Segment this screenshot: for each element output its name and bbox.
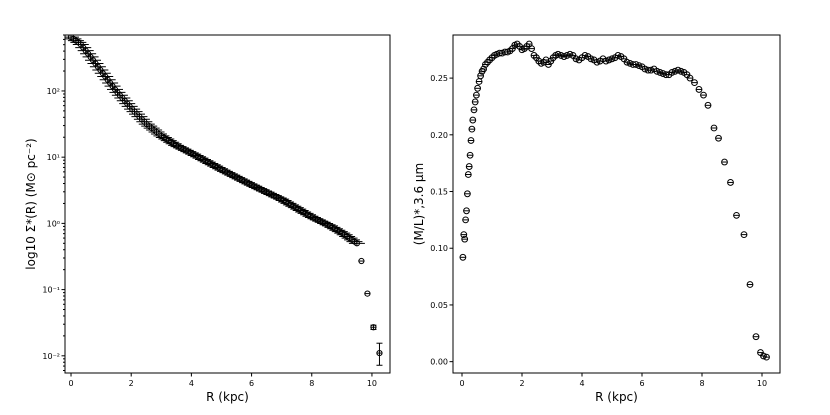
right-data-point <box>464 171 472 178</box>
right-data-point <box>763 353 770 361</box>
right-y-tick-label: 0.25 <box>430 74 448 83</box>
right-x-tick-label: 10 <box>757 379 767 388</box>
right-data-point <box>462 216 470 224</box>
right-data-point <box>700 91 707 99</box>
right-y-tick-label: 0.05 <box>430 301 448 310</box>
right-data-point <box>704 101 712 109</box>
right-data-point <box>760 352 767 360</box>
right-data-point <box>691 79 698 87</box>
right-data-point <box>710 124 718 132</box>
right-plot-frame <box>452 34 781 374</box>
right-data-points <box>459 40 770 361</box>
right-data-point <box>721 158 728 166</box>
left-data-point <box>376 349 383 357</box>
left-x-tick-label: 4 <box>189 379 194 388</box>
right-data-point <box>460 231 468 239</box>
left-y-axis-label: log10 Σ*(R) (M⊙ pc⁻²) <box>24 138 38 269</box>
right-y-tick-label: 0.00 <box>430 358 448 367</box>
right-data-point <box>752 333 760 341</box>
left-x-tick-label: 8 <box>309 379 314 388</box>
right-data-point <box>477 72 485 80</box>
left-data-point <box>370 324 377 331</box>
right-data-point <box>674 66 682 74</box>
right-data-point <box>740 231 748 239</box>
right-data-point <box>587 55 595 63</box>
left-plot-frame <box>64 34 391 374</box>
right-data-point <box>473 91 480 99</box>
right-data-point <box>554 50 562 58</box>
right-x-axis-label: R (kpc) <box>595 390 638 404</box>
right-data-point <box>467 137 475 144</box>
right-data-point <box>608 55 616 63</box>
right-data-point <box>623 58 631 66</box>
right-data-point <box>593 58 601 66</box>
right-data-point <box>566 50 574 58</box>
left-data-point <box>364 290 371 297</box>
right-data-point <box>528 45 535 53</box>
right-data-point <box>677 67 685 75</box>
right-data-point <box>468 125 476 133</box>
left-x-axis-label: R (kpc) <box>206 390 249 404</box>
right-x-tick-label: 4 <box>579 379 584 388</box>
right-data-point <box>480 65 488 73</box>
right-data-point <box>686 74 694 82</box>
right-data-point <box>635 62 643 70</box>
right-data-point <box>463 207 470 215</box>
right-data-point <box>470 106 478 114</box>
surface-density-panel: R (kpc) log10 Σ*(R) (M⊙ pc⁻²) 0 2 4 6 8 10 10⁻… <box>24 34 391 404</box>
right-data-point <box>656 69 664 76</box>
right-data-point <box>733 211 740 219</box>
right-y-tick-label: 0.10 <box>430 244 448 253</box>
right-data-point <box>605 56 613 64</box>
right-data-point <box>632 61 640 68</box>
right-data-point <box>581 52 589 59</box>
right-data-point <box>461 235 469 243</box>
left-data-point <box>358 257 365 265</box>
mass-to-light-panel: R (kpc) (M/L)*,3.6 μm 0 2 4 6 8 10 0.00 0.05 0.1… <box>412 34 781 404</box>
right-x-tick-label: 6 <box>639 379 644 388</box>
right-data-point <box>474 84 482 92</box>
right-x-tick-label: 8 <box>699 379 704 388</box>
left-x-tick-label: 10 <box>367 379 377 388</box>
left-x-tick-label: 0 <box>68 379 73 388</box>
right-data-point <box>727 179 734 186</box>
right-data-point <box>668 69 676 76</box>
left-data-points <box>65 35 383 366</box>
right-data-point <box>469 116 477 124</box>
left-y-tick-label: 10¹ <box>47 153 60 162</box>
right-y-axis-label: (M/L)*,3.6 μm <box>412 163 426 245</box>
right-y-tick-label: 0.20 <box>430 131 448 140</box>
left-y-tick-label: 10⁻¹ <box>42 286 60 295</box>
left-y-tick-label: 10² <box>47 87 60 96</box>
right-data-point <box>653 67 661 75</box>
right-data-point <box>466 151 474 159</box>
right-data-point <box>560 53 568 60</box>
right-x-tick-label: 0 <box>459 379 464 388</box>
right-data-point <box>484 58 491 66</box>
left-x-tick-label: 2 <box>129 379 134 388</box>
right-data-point <box>715 134 722 142</box>
left-x-tick-label: 6 <box>249 379 254 388</box>
right-data-point <box>464 190 471 198</box>
right-data-point <box>695 86 703 93</box>
right-data-point <box>602 57 610 65</box>
right-data-point <box>614 52 622 59</box>
right-y-tick-label: 0.15 <box>430 188 448 197</box>
right-data-point <box>482 61 489 68</box>
left-y-tick-label: 10⁻² <box>42 352 60 361</box>
right-x-tick-label: 2 <box>519 379 524 388</box>
left-data-point <box>353 240 360 247</box>
right-data-point <box>471 98 479 106</box>
right-data-point <box>459 253 467 261</box>
right-data-point <box>465 163 473 170</box>
right-data-point <box>746 281 754 288</box>
left-y-tick-label: 10⁰ <box>47 219 60 228</box>
